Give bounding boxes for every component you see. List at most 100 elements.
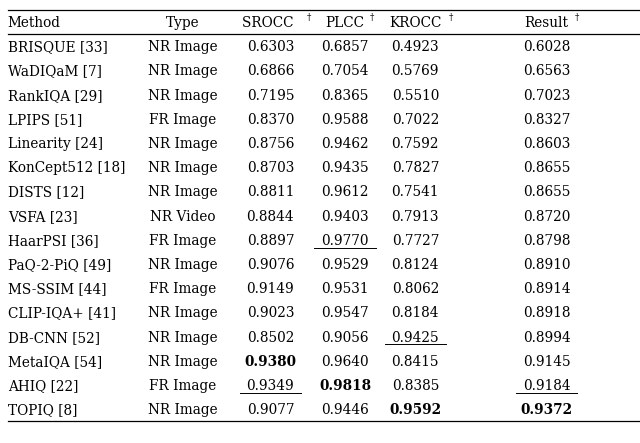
Text: BRISQUE [33]: BRISQUE [33]	[8, 40, 108, 54]
Text: 0.8720: 0.8720	[523, 210, 570, 224]
Text: 0.9446: 0.9446	[321, 403, 369, 417]
Text: 0.8062: 0.8062	[392, 282, 439, 296]
Text: 0.6303: 0.6303	[246, 40, 294, 54]
Text: 0.9529: 0.9529	[321, 258, 369, 272]
Text: 0.6563: 0.6563	[523, 65, 570, 78]
Text: 0.9023: 0.9023	[246, 307, 294, 320]
Text: 0.8798: 0.8798	[523, 234, 570, 248]
Text: 0.9818: 0.9818	[319, 379, 371, 393]
Text: 0.9547: 0.9547	[321, 307, 369, 320]
Text: NR Image: NR Image	[148, 186, 217, 199]
Text: 0.9380: 0.9380	[244, 355, 296, 369]
Text: 0.8756: 0.8756	[246, 137, 294, 151]
Text: NR Image: NR Image	[148, 89, 217, 103]
Text: †: †	[370, 13, 374, 22]
Text: 0.8184: 0.8184	[392, 307, 439, 320]
Text: DB-CNN [52]: DB-CNN [52]	[8, 330, 100, 345]
Text: DISTS [12]: DISTS [12]	[8, 186, 84, 199]
Text: 0.7727: 0.7727	[392, 234, 439, 248]
Text: 0.9056: 0.9056	[321, 330, 369, 345]
Text: NR Image: NR Image	[148, 161, 217, 175]
Text: WaDIQaM [7]: WaDIQaM [7]	[8, 65, 102, 78]
Text: 0.6857: 0.6857	[321, 40, 369, 54]
Text: 0.6866: 0.6866	[246, 65, 294, 78]
Text: HaarPSI [36]: HaarPSI [36]	[8, 234, 99, 248]
Text: †: †	[449, 13, 454, 22]
Text: 0.8897: 0.8897	[246, 234, 294, 248]
Text: NR Image: NR Image	[148, 330, 217, 345]
Text: 0.4923: 0.4923	[392, 40, 439, 54]
Text: 0.7022: 0.7022	[392, 113, 439, 127]
Text: Method: Method	[8, 16, 61, 30]
Text: 0.8655: 0.8655	[523, 161, 570, 175]
Text: NR Image: NR Image	[148, 258, 217, 272]
Text: 0.9145: 0.9145	[523, 355, 570, 369]
Text: KonCept512 [18]: KonCept512 [18]	[8, 161, 125, 175]
Text: 0.7054: 0.7054	[321, 65, 369, 78]
Text: 0.8844: 0.8844	[246, 210, 294, 224]
Text: 0.9435: 0.9435	[321, 161, 369, 175]
Text: 0.6028: 0.6028	[523, 40, 570, 54]
Text: 0.9076: 0.9076	[246, 258, 294, 272]
Text: 0.8910: 0.8910	[523, 258, 570, 272]
Text: CLIP-IQA+ [41]: CLIP-IQA+ [41]	[8, 307, 116, 320]
Text: 0.9349: 0.9349	[246, 379, 294, 393]
Text: 0.7541: 0.7541	[392, 186, 439, 199]
Text: 0.9770: 0.9770	[321, 234, 369, 248]
Text: SROCC: SROCC	[243, 16, 298, 30]
Text: 0.9403: 0.9403	[321, 210, 369, 224]
Text: FR Image: FR Image	[148, 234, 216, 248]
Text: 0.7827: 0.7827	[392, 161, 439, 175]
Text: 0.8994: 0.8994	[523, 330, 570, 345]
Text: 0.9640: 0.9640	[321, 355, 369, 369]
Text: NR Image: NR Image	[148, 137, 217, 151]
Text: 0.8365: 0.8365	[321, 89, 369, 103]
Text: NR Image: NR Image	[148, 355, 217, 369]
Text: 0.8811: 0.8811	[246, 186, 294, 199]
Text: NR Image: NR Image	[148, 307, 217, 320]
Text: 0.7023: 0.7023	[523, 89, 570, 103]
Text: 0.9612: 0.9612	[321, 186, 369, 199]
Text: †: †	[575, 13, 579, 22]
Text: NR Image: NR Image	[148, 403, 217, 417]
Text: 0.8124: 0.8124	[392, 258, 439, 272]
Text: NR Image: NR Image	[148, 40, 217, 54]
Text: PaQ-2-PiQ [49]: PaQ-2-PiQ [49]	[8, 258, 111, 272]
Text: 0.9184: 0.9184	[523, 379, 570, 393]
Text: 0.8703: 0.8703	[246, 161, 294, 175]
Text: 0.9077: 0.9077	[246, 403, 294, 417]
Text: KROCC: KROCC	[389, 16, 442, 30]
Text: PLCC: PLCC	[326, 16, 364, 30]
Text: Linearity [24]: Linearity [24]	[8, 137, 102, 151]
Text: 0.8370: 0.8370	[246, 113, 294, 127]
Text: 0.8655: 0.8655	[523, 186, 570, 199]
Text: FR Image: FR Image	[148, 113, 216, 127]
Text: 0.9372: 0.9372	[520, 403, 573, 417]
Text: FR Image: FR Image	[148, 282, 216, 296]
Text: 0.9531: 0.9531	[321, 282, 369, 296]
Text: 0.8914: 0.8914	[523, 282, 570, 296]
Text: 0.8415: 0.8415	[392, 355, 439, 369]
Text: MS-SSIM [44]: MS-SSIM [44]	[8, 282, 106, 296]
Text: 0.9425: 0.9425	[392, 330, 439, 345]
Text: Type: Type	[166, 16, 199, 30]
Text: TOPIQ [8]: TOPIQ [8]	[8, 403, 77, 417]
Text: 0.9462: 0.9462	[321, 137, 369, 151]
Text: Result: Result	[525, 16, 568, 30]
Text: 0.7913: 0.7913	[392, 210, 439, 224]
Text: 0.8918: 0.8918	[523, 307, 570, 320]
Text: AHIQ [22]: AHIQ [22]	[8, 379, 78, 393]
Text: 0.9588: 0.9588	[321, 113, 369, 127]
Text: 0.8502: 0.8502	[246, 330, 294, 345]
Text: VSFA [23]: VSFA [23]	[8, 210, 77, 224]
Text: 0.8385: 0.8385	[392, 379, 439, 393]
Text: LPIPS [51]: LPIPS [51]	[8, 113, 82, 127]
Text: FR Image: FR Image	[148, 379, 216, 393]
Text: †: †	[307, 13, 311, 22]
Text: 0.9149: 0.9149	[246, 282, 294, 296]
Text: NR Video: NR Video	[150, 210, 215, 224]
Text: NR Image: NR Image	[148, 65, 217, 78]
Text: 0.5769: 0.5769	[392, 65, 439, 78]
Text: 0.7592: 0.7592	[392, 137, 439, 151]
Text: RankIQA [29]: RankIQA [29]	[8, 89, 102, 103]
